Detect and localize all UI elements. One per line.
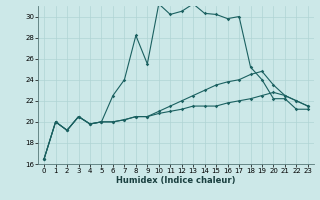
X-axis label: Humidex (Indice chaleur): Humidex (Indice chaleur) [116,176,236,185]
